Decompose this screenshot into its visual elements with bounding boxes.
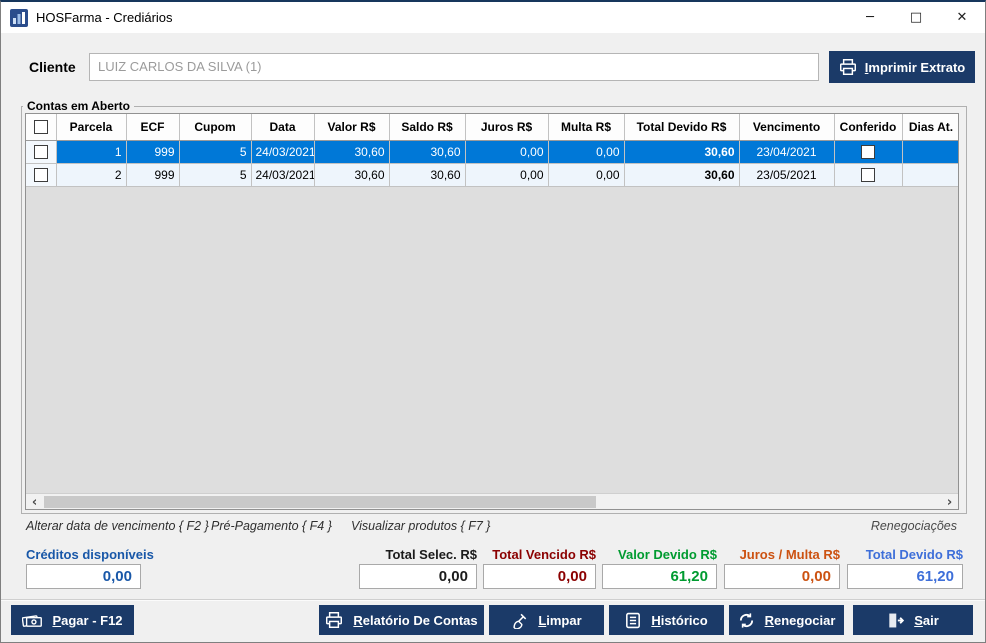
app-icon	[10, 8, 28, 27]
interest-fine-label: Juros / Multa R$	[739, 547, 840, 562]
titlebar: HOSFarma - Crediários ─ □ ✕	[1, 2, 985, 33]
open-accounts-groupbox	[21, 106, 967, 514]
total-selected-label: Total Selec. R$	[385, 547, 477, 562]
col-header-valor[interactable]: Valor R$	[314, 114, 390, 141]
accounts-grid: Parcela ECF Cupom Data Valor R$ Saldo R$…	[25, 113, 959, 510]
col-header-saldo[interactable]: Saldo R$	[389, 114, 466, 141]
window-controls: ─ □ ✕	[847, 2, 985, 33]
hint-change-due-date: Alterar data de vencimento { F2 }	[26, 519, 209, 533]
clear-button[interactable]: Limpar	[489, 605, 604, 635]
col-header-multa[interactable]: Multa R$	[548, 114, 625, 141]
divider	[1, 600, 985, 601]
maximize-icon[interactable]: □	[893, 2, 939, 33]
renegotiations-link[interactable]: Renegociações	[870, 519, 957, 533]
interest-fine-value: 0,00	[724, 564, 840, 589]
exit-button[interactable]: Sair	[853, 605, 973, 635]
minimize-icon[interactable]: ─	[847, 2, 893, 33]
total-due-label: Total Devido R$	[865, 547, 963, 562]
renegotiate-button[interactable]: Renegociar	[729, 605, 844, 635]
accounts-report-button[interactable]: Relatório De Contas	[319, 605, 484, 635]
col-header-juros[interactable]: Juros R$	[465, 114, 549, 141]
select-all-checkbox[interactable]	[33, 120, 48, 135]
conferido-checkbox[interactable]	[861, 167, 875, 182]
col-header-total-devido[interactable]: Total Devido R$	[624, 114, 740, 141]
total-selected-value: 0,00	[359, 564, 477, 589]
col-header-conferido[interactable]: Conferido	[834, 114, 903, 141]
amount-due-label: Valor Devido R$	[618, 547, 717, 562]
broom-icon	[513, 613, 527, 629]
conferido-checkbox[interactable]	[861, 144, 875, 159]
col-header-vencimento[interactable]: Vencimento	[739, 114, 835, 141]
col-header-cupom[interactable]: Cupom	[179, 114, 252, 141]
close-icon[interactable]: ✕	[939, 2, 985, 33]
col-header-ecf[interactable]: ECF	[126, 114, 180, 141]
horizontal-scrollbar[interactable]: ‹ ›	[26, 493, 958, 509]
print-statement-button[interactable]: Imprimir Extrato	[829, 51, 975, 83]
scrollbar-thumb[interactable]	[44, 496, 596, 508]
row-select-checkbox[interactable]	[33, 144, 48, 159]
pay-button[interactable]: Pagar - F12	[11, 605, 134, 635]
exit-door-icon	[889, 613, 905, 627]
total-due-value: 61,20	[847, 564, 963, 589]
col-header-data[interactable]: Data	[251, 114, 315, 141]
client-value: LUIZ CARLOS DA SILVA (1)	[98, 59, 262, 74]
hint-prepayment: Pré-Pagamento { F4 }	[211, 519, 332, 533]
available-credits-label: Créditos disponíveis	[26, 547, 154, 562]
total-overdue-value: 0,00	[483, 564, 596, 589]
client-input[interactable]: LUIZ CARLOS DA SILVA (1)	[89, 53, 819, 81]
client-label: Cliente	[29, 59, 76, 75]
history-button[interactable]: Histórico	[609, 605, 724, 635]
col-header-dias-at[interactable]: Dias At.	[902, 114, 958, 141]
available-credits-value: 0,00	[26, 564, 141, 589]
scroll-right-icon[interactable]: ›	[941, 494, 958, 509]
divider	[1, 599, 985, 600]
hint-view-products: Visualizar produtos { F7 }	[351, 519, 491, 533]
printer-icon	[326, 612, 343, 628]
table-row[interactable]: 2 999 5 24/03/2021 30,60 30,60 0,00 0,00…	[26, 163, 958, 187]
group-title-open-accounts: Contas em Aberto	[23, 99, 134, 113]
table-row[interactable]: 1 999 5 24/03/2021 30,60 30,60 0,00 0,00…	[26, 140, 958, 164]
total-overdue-label: Total Vencido R$	[492, 547, 596, 562]
amount-due-value: 61,20	[602, 564, 717, 589]
refresh-icon	[739, 612, 753, 628]
printer-icon	[839, 59, 856, 75]
money-icon	[22, 615, 43, 627]
list-icon	[626, 612, 641, 628]
scroll-left-icon[interactable]: ‹	[26, 494, 43, 509]
grid-header-row: Parcela ECF Cupom Data Valor R$ Saldo R$…	[26, 114, 958, 141]
row-select-checkbox[interactable]	[33, 167, 48, 182]
window-title: HOSFarma - Crediários	[36, 10, 173, 25]
col-header-parcela[interactable]: Parcela	[56, 114, 127, 141]
